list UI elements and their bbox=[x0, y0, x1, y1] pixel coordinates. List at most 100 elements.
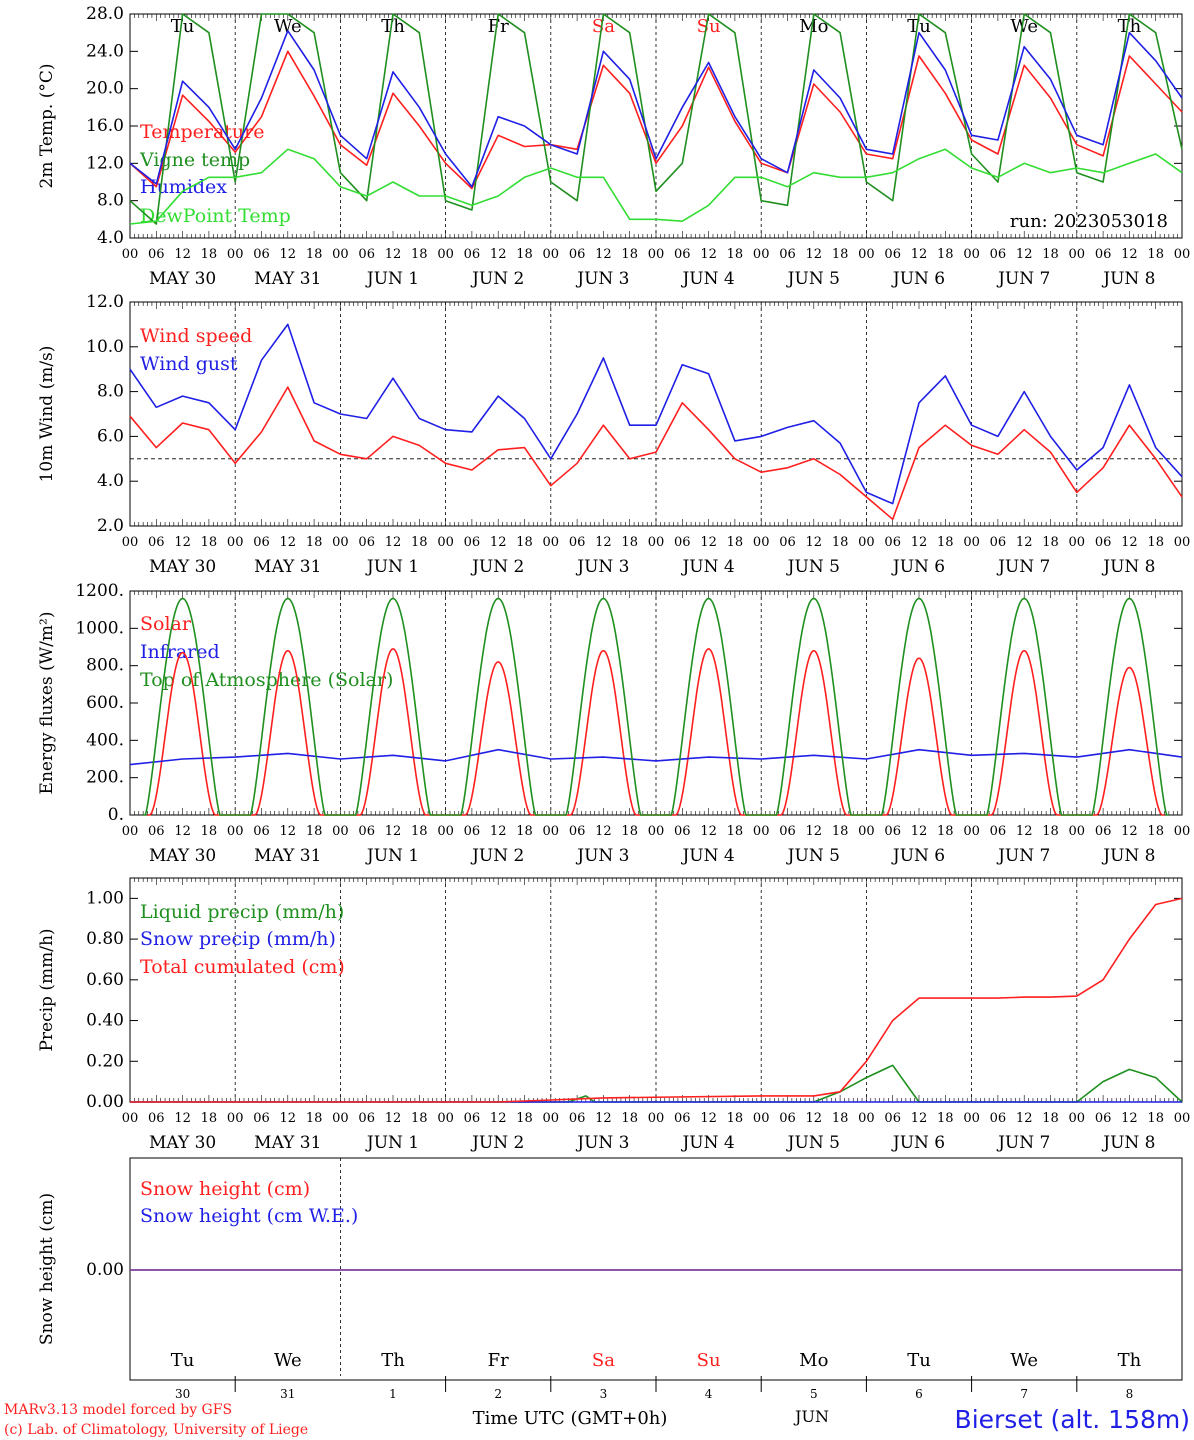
day-number-label: 4 bbox=[705, 1387, 713, 1401]
hour-tick-label: 12 bbox=[911, 1111, 928, 1126]
date-label: MAY 31 bbox=[254, 1133, 321, 1153]
y-tick-label: 4.0 bbox=[97, 471, 124, 491]
hour-tick-label: 00 bbox=[648, 247, 665, 262]
hour-tick-label: 06 bbox=[884, 535, 901, 550]
day-label-top: Th bbox=[1118, 16, 1142, 37]
date-label: MAY 31 bbox=[254, 846, 321, 866]
day-number-label: 30 bbox=[175, 1387, 190, 1401]
hour-tick-label: 00 bbox=[227, 1111, 244, 1126]
hour-tick-label: 06 bbox=[569, 535, 586, 550]
hour-tick-label: 00 bbox=[122, 1111, 139, 1126]
hour-tick-label: 12 bbox=[385, 824, 402, 839]
y-tick-label: 600. bbox=[86, 693, 124, 713]
hour-tick-label: 18 bbox=[306, 535, 323, 550]
hour-tick-label: 12 bbox=[174, 535, 191, 550]
hour-tick-label: 06 bbox=[358, 247, 375, 262]
panel-4: 0.00 0.20 0.40 0.60 0.80 1.00 Precip (mm/h) 00 0… bbox=[37, 877, 1190, 1153]
y-tick-label: 1.00 bbox=[86, 888, 124, 908]
hour-tick-label: 00 bbox=[543, 247, 560, 262]
hour-tick-label: 18 bbox=[201, 824, 218, 839]
date-label: JUN 8 bbox=[1101, 1133, 1155, 1153]
hour-tick-label: 00 bbox=[753, 535, 770, 550]
hour-tick-label: 12 bbox=[806, 247, 823, 262]
y-axis-title: Energy fluxes (W/m²) bbox=[37, 612, 57, 795]
date-label: MAY 31 bbox=[254, 269, 321, 289]
date-label: JUN 7 bbox=[996, 846, 1050, 866]
series-line-wind-speed bbox=[129, 386, 1183, 521]
legend-entry: Wind gust bbox=[140, 353, 238, 375]
y-tick-label: 0.60 bbox=[86, 970, 124, 990]
hour-tick-label: 00 bbox=[122, 824, 139, 839]
y-axis-title: Snow height (cm) bbox=[37, 1193, 57, 1345]
day-label-top: Tu bbox=[171, 16, 195, 37]
hour-tick-label: 18 bbox=[1042, 535, 1059, 550]
date-label: JUN 4 bbox=[680, 1133, 734, 1153]
hour-tick-label: 18 bbox=[1147, 535, 1164, 550]
hour-tick-label: 18 bbox=[516, 247, 533, 262]
hour-tick-label: 00 bbox=[963, 824, 980, 839]
date-label: JUN 4 bbox=[680, 557, 734, 577]
hour-tick-label: 00 bbox=[227, 535, 244, 550]
hour-tick-label: 18 bbox=[727, 247, 744, 262]
hour-tick-label: 00 bbox=[332, 535, 349, 550]
hour-tick-label: 06 bbox=[779, 824, 796, 839]
hour-tick-label: 06 bbox=[358, 535, 375, 550]
hour-tick-label: 06 bbox=[253, 247, 270, 262]
hour-tick-label: 12 bbox=[595, 535, 612, 550]
hour-tick-label: 18 bbox=[411, 824, 428, 839]
hour-tick-label: 12 bbox=[806, 1111, 823, 1126]
y-tick-label: 800. bbox=[86, 656, 124, 676]
day-label-bottom: Tu bbox=[171, 1350, 195, 1371]
hour-tick-label: 12 bbox=[1121, 247, 1138, 262]
panel-4-series bbox=[130, 897, 1183, 1103]
time-axis-title: Time UTC (GMT+0h) bbox=[473, 1408, 668, 1429]
hour-tick-label: 12 bbox=[1016, 1111, 1033, 1126]
day-label-bottom: Fr bbox=[488, 1350, 509, 1371]
date-label: JUN 6 bbox=[891, 269, 945, 289]
hour-tick-label: 00 bbox=[332, 247, 349, 262]
y-tick-label: 2.0 bbox=[97, 516, 124, 536]
hour-tick-label: 12 bbox=[911, 824, 928, 839]
hour-tick-label: 18 bbox=[832, 1111, 849, 1126]
hour-tick-label: 00 bbox=[858, 824, 875, 839]
hour-tick-label: 18 bbox=[937, 247, 954, 262]
hour-tick-label: 12 bbox=[700, 824, 717, 839]
hour-tick-label: 12 bbox=[806, 535, 823, 550]
hour-tick-label: 18 bbox=[937, 824, 954, 839]
legend-entry: Top of Atmosphere (Solar) bbox=[140, 669, 393, 691]
date-label: JUN 6 bbox=[891, 557, 945, 577]
date-label: MAY 30 bbox=[149, 1133, 216, 1153]
hour-tick-label: 06 bbox=[148, 824, 165, 839]
legend-entry: Snow height (cm) bbox=[140, 1178, 310, 1200]
hour-tick-label: 18 bbox=[727, 824, 744, 839]
panel-frame bbox=[129, 590, 1183, 816]
hour-tick-label: 18 bbox=[516, 1111, 533, 1126]
y-tick-label: 12.0 bbox=[86, 153, 124, 173]
hour-tick-label: 06 bbox=[779, 535, 796, 550]
hour-tick-label: 12 bbox=[280, 824, 297, 839]
hour-tick-label: 00 bbox=[227, 824, 244, 839]
hour-tick-label: 06 bbox=[884, 824, 901, 839]
day-label-top: We bbox=[274, 16, 302, 37]
hour-tick-label: 06 bbox=[358, 824, 375, 839]
hour-tick-label: 18 bbox=[201, 535, 218, 550]
series-line-wind-gust bbox=[129, 323, 1183, 505]
legend-entry: Total cumulated (cm) bbox=[140, 956, 345, 978]
hour-tick-label: 18 bbox=[621, 535, 638, 550]
hour-tick-label: 18 bbox=[411, 247, 428, 262]
hour-tick-label: 18 bbox=[621, 247, 638, 262]
footer-model: MARv3.13 model forced by GFS bbox=[4, 1402, 232, 1418]
hour-tick-label: 18 bbox=[306, 824, 323, 839]
date-label: JUN 4 bbox=[680, 846, 734, 866]
hour-tick-label: 12 bbox=[1121, 535, 1138, 550]
hour-tick-label: 00 bbox=[1174, 247, 1191, 262]
date-label: JUN 6 bbox=[891, 1133, 945, 1153]
date-label: JUN 2 bbox=[470, 1133, 524, 1153]
run-label: run: 2023053018 bbox=[1010, 211, 1168, 232]
day-label-bottom: We bbox=[1010, 1350, 1038, 1371]
date-label: JUN 7 bbox=[996, 557, 1050, 577]
hour-tick-label: 06 bbox=[253, 824, 270, 839]
legend-entry: Snow precip (mm/h) bbox=[140, 928, 336, 950]
legend-entry: DewPoint Temp bbox=[140, 205, 291, 227]
